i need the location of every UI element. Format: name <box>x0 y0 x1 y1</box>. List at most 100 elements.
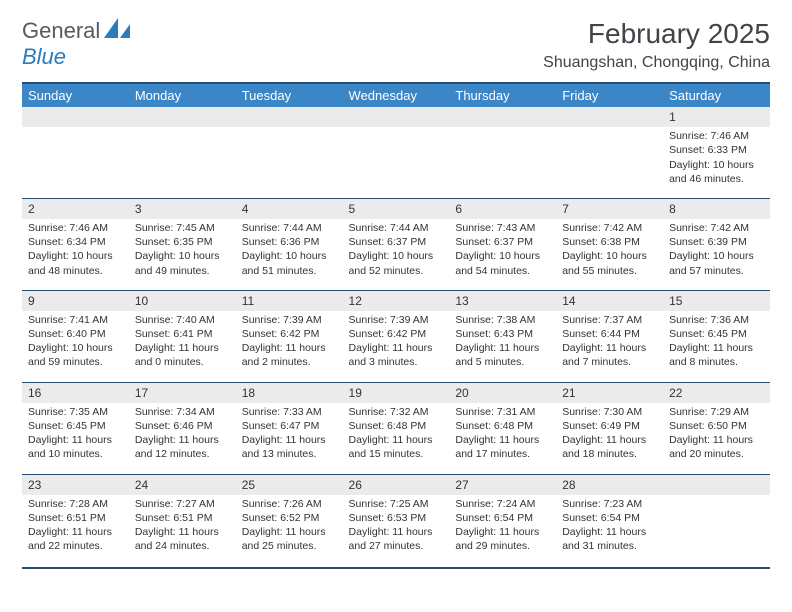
sunrise-text: Sunrise: 7:24 AM <box>455 497 550 511</box>
day-header: Sunday <box>22 84 129 107</box>
sunset-text: Sunset: 6:35 PM <box>135 235 230 249</box>
sunset-text: Sunset: 6:51 PM <box>28 511 123 525</box>
day-cell: Sunrise: 7:39 AMSunset: 6:42 PMDaylight:… <box>343 311 450 382</box>
daynum-cell: 19 <box>343 382 450 403</box>
sunrise-text: Sunrise: 7:43 AM <box>455 221 550 235</box>
daynum-cell: 21 <box>556 382 663 403</box>
sunrise-text: Sunrise: 7:42 AM <box>562 221 657 235</box>
daylight-text: Daylight: 10 hours and 54 minutes. <box>455 249 550 277</box>
sunrise-text: Sunrise: 7:45 AM <box>135 221 230 235</box>
daynum-cell <box>236 107 343 127</box>
daynum-row: 1 <box>22 107 770 127</box>
daynum-cell: 2 <box>22 198 129 219</box>
day-number: 5 <box>343 199 450 219</box>
day-cell: Sunrise: 7:43 AMSunset: 6:37 PMDaylight:… <box>449 219 556 290</box>
sunset-text: Sunset: 6:44 PM <box>562 327 657 341</box>
logo: General <box>22 18 132 44</box>
week-row: Sunrise: 7:35 AMSunset: 6:45 PMDaylight:… <box>22 403 770 474</box>
day-number: 15 <box>663 291 770 311</box>
logo-text-gray: General <box>22 18 100 44</box>
bottom-rule <box>22 567 770 569</box>
logo-subtext: Blue <box>22 44 66 70</box>
daylight-text: Daylight: 10 hours and 49 minutes. <box>135 249 230 277</box>
day-number: 18 <box>236 383 343 403</box>
daynum-cell: 18 <box>236 382 343 403</box>
daylight-text: Daylight: 10 hours and 52 minutes. <box>349 249 444 277</box>
daylight-text: Daylight: 11 hours and 31 minutes. <box>562 525 657 553</box>
daylight-text: Daylight: 11 hours and 7 minutes. <box>562 341 657 369</box>
sunset-text: Sunset: 6:47 PM <box>242 419 337 433</box>
week-row: Sunrise: 7:28 AMSunset: 6:51 PMDaylight:… <box>22 495 770 566</box>
daynum-cell: 7 <box>556 198 663 219</box>
day-cell: Sunrise: 7:24 AMSunset: 6:54 PMDaylight:… <box>449 495 556 566</box>
sunset-text: Sunset: 6:48 PM <box>349 419 444 433</box>
daynum-cell: 1 <box>663 107 770 127</box>
day-header-row: SundayMondayTuesdayWednesdayThursdayFrid… <box>22 84 770 107</box>
day-cell <box>556 127 663 198</box>
sunset-text: Sunset: 6:49 PM <box>562 419 657 433</box>
month-title: February 2025 <box>543 18 770 50</box>
sunset-text: Sunset: 6:36 PM <box>242 235 337 249</box>
day-cell: Sunrise: 7:46 AMSunset: 6:34 PMDaylight:… <box>22 219 129 290</box>
day-cell <box>129 127 236 198</box>
sunset-text: Sunset: 6:53 PM <box>349 511 444 525</box>
day-cell: Sunrise: 7:27 AMSunset: 6:51 PMDaylight:… <box>129 495 236 566</box>
sunrise-text: Sunrise: 7:36 AM <box>669 313 764 327</box>
daylight-text: Daylight: 11 hours and 25 minutes. <box>242 525 337 553</box>
day-number: 4 <box>236 199 343 219</box>
day-number: 1 <box>663 107 770 127</box>
day-number: 12 <box>343 291 450 311</box>
day-header: Friday <box>556 84 663 107</box>
week-row: Sunrise: 7:46 AMSunset: 6:33 PMDaylight:… <box>22 127 770 198</box>
day-cell <box>22 127 129 198</box>
day-number: 11 <box>236 291 343 311</box>
day-cell: Sunrise: 7:42 AMSunset: 6:38 PMDaylight:… <box>556 219 663 290</box>
daylight-text: Daylight: 11 hours and 20 minutes. <box>669 433 764 461</box>
day-cell: Sunrise: 7:46 AMSunset: 6:33 PMDaylight:… <box>663 127 770 198</box>
day-cell: Sunrise: 7:36 AMSunset: 6:45 PMDaylight:… <box>663 311 770 382</box>
day-cell: Sunrise: 7:38 AMSunset: 6:43 PMDaylight:… <box>449 311 556 382</box>
sunset-text: Sunset: 6:52 PM <box>242 511 337 525</box>
day-number: 13 <box>449 291 556 311</box>
sunset-text: Sunset: 6:51 PM <box>135 511 230 525</box>
daynum-cell <box>343 107 450 127</box>
day-cell: Sunrise: 7:44 AMSunset: 6:37 PMDaylight:… <box>343 219 450 290</box>
day-cell: Sunrise: 7:26 AMSunset: 6:52 PMDaylight:… <box>236 495 343 566</box>
day-header: Wednesday <box>343 84 450 107</box>
sunset-text: Sunset: 6:45 PM <box>28 419 123 433</box>
sunrise-text: Sunrise: 7:40 AM <box>135 313 230 327</box>
day-number: 3 <box>129 199 236 219</box>
daynum-cell: 26 <box>343 474 450 495</box>
daylight-text: Daylight: 10 hours and 51 minutes. <box>242 249 337 277</box>
daynum-cell: 20 <box>449 382 556 403</box>
sunset-text: Sunset: 6:48 PM <box>455 419 550 433</box>
sunset-text: Sunset: 6:50 PM <box>669 419 764 433</box>
daynum-cell: 28 <box>556 474 663 495</box>
daynum-cell: 23 <box>22 474 129 495</box>
day-cell <box>343 127 450 198</box>
daylight-text: Daylight: 11 hours and 12 minutes. <box>135 433 230 461</box>
daynum-cell <box>22 107 129 127</box>
sunset-text: Sunset: 6:34 PM <box>28 235 123 249</box>
daylight-text: Daylight: 11 hours and 29 minutes. <box>455 525 550 553</box>
daylight-text: Daylight: 11 hours and 0 minutes. <box>135 341 230 369</box>
day-cell: Sunrise: 7:41 AMSunset: 6:40 PMDaylight:… <box>22 311 129 382</box>
daylight-text: Daylight: 11 hours and 3 minutes. <box>349 341 444 369</box>
sunrise-text: Sunrise: 7:38 AM <box>455 313 550 327</box>
sunset-text: Sunset: 6:39 PM <box>669 235 764 249</box>
day-number: 9 <box>22 291 129 311</box>
day-cell: Sunrise: 7:40 AMSunset: 6:41 PMDaylight:… <box>129 311 236 382</box>
daylight-text: Daylight: 11 hours and 13 minutes. <box>242 433 337 461</box>
daylight-text: Daylight: 11 hours and 17 minutes. <box>455 433 550 461</box>
day-number: 14 <box>556 291 663 311</box>
daynum-cell: 13 <box>449 290 556 311</box>
daynum-cell: 16 <box>22 382 129 403</box>
daylight-text: Daylight: 11 hours and 22 minutes. <box>28 525 123 553</box>
daynum-cell: 10 <box>129 290 236 311</box>
sunrise-text: Sunrise: 7:42 AM <box>669 221 764 235</box>
daylight-text: Daylight: 11 hours and 18 minutes. <box>562 433 657 461</box>
day-number: 25 <box>236 475 343 495</box>
daynum-cell: 15 <box>663 290 770 311</box>
sunrise-text: Sunrise: 7:27 AM <box>135 497 230 511</box>
sunrise-text: Sunrise: 7:37 AM <box>562 313 657 327</box>
